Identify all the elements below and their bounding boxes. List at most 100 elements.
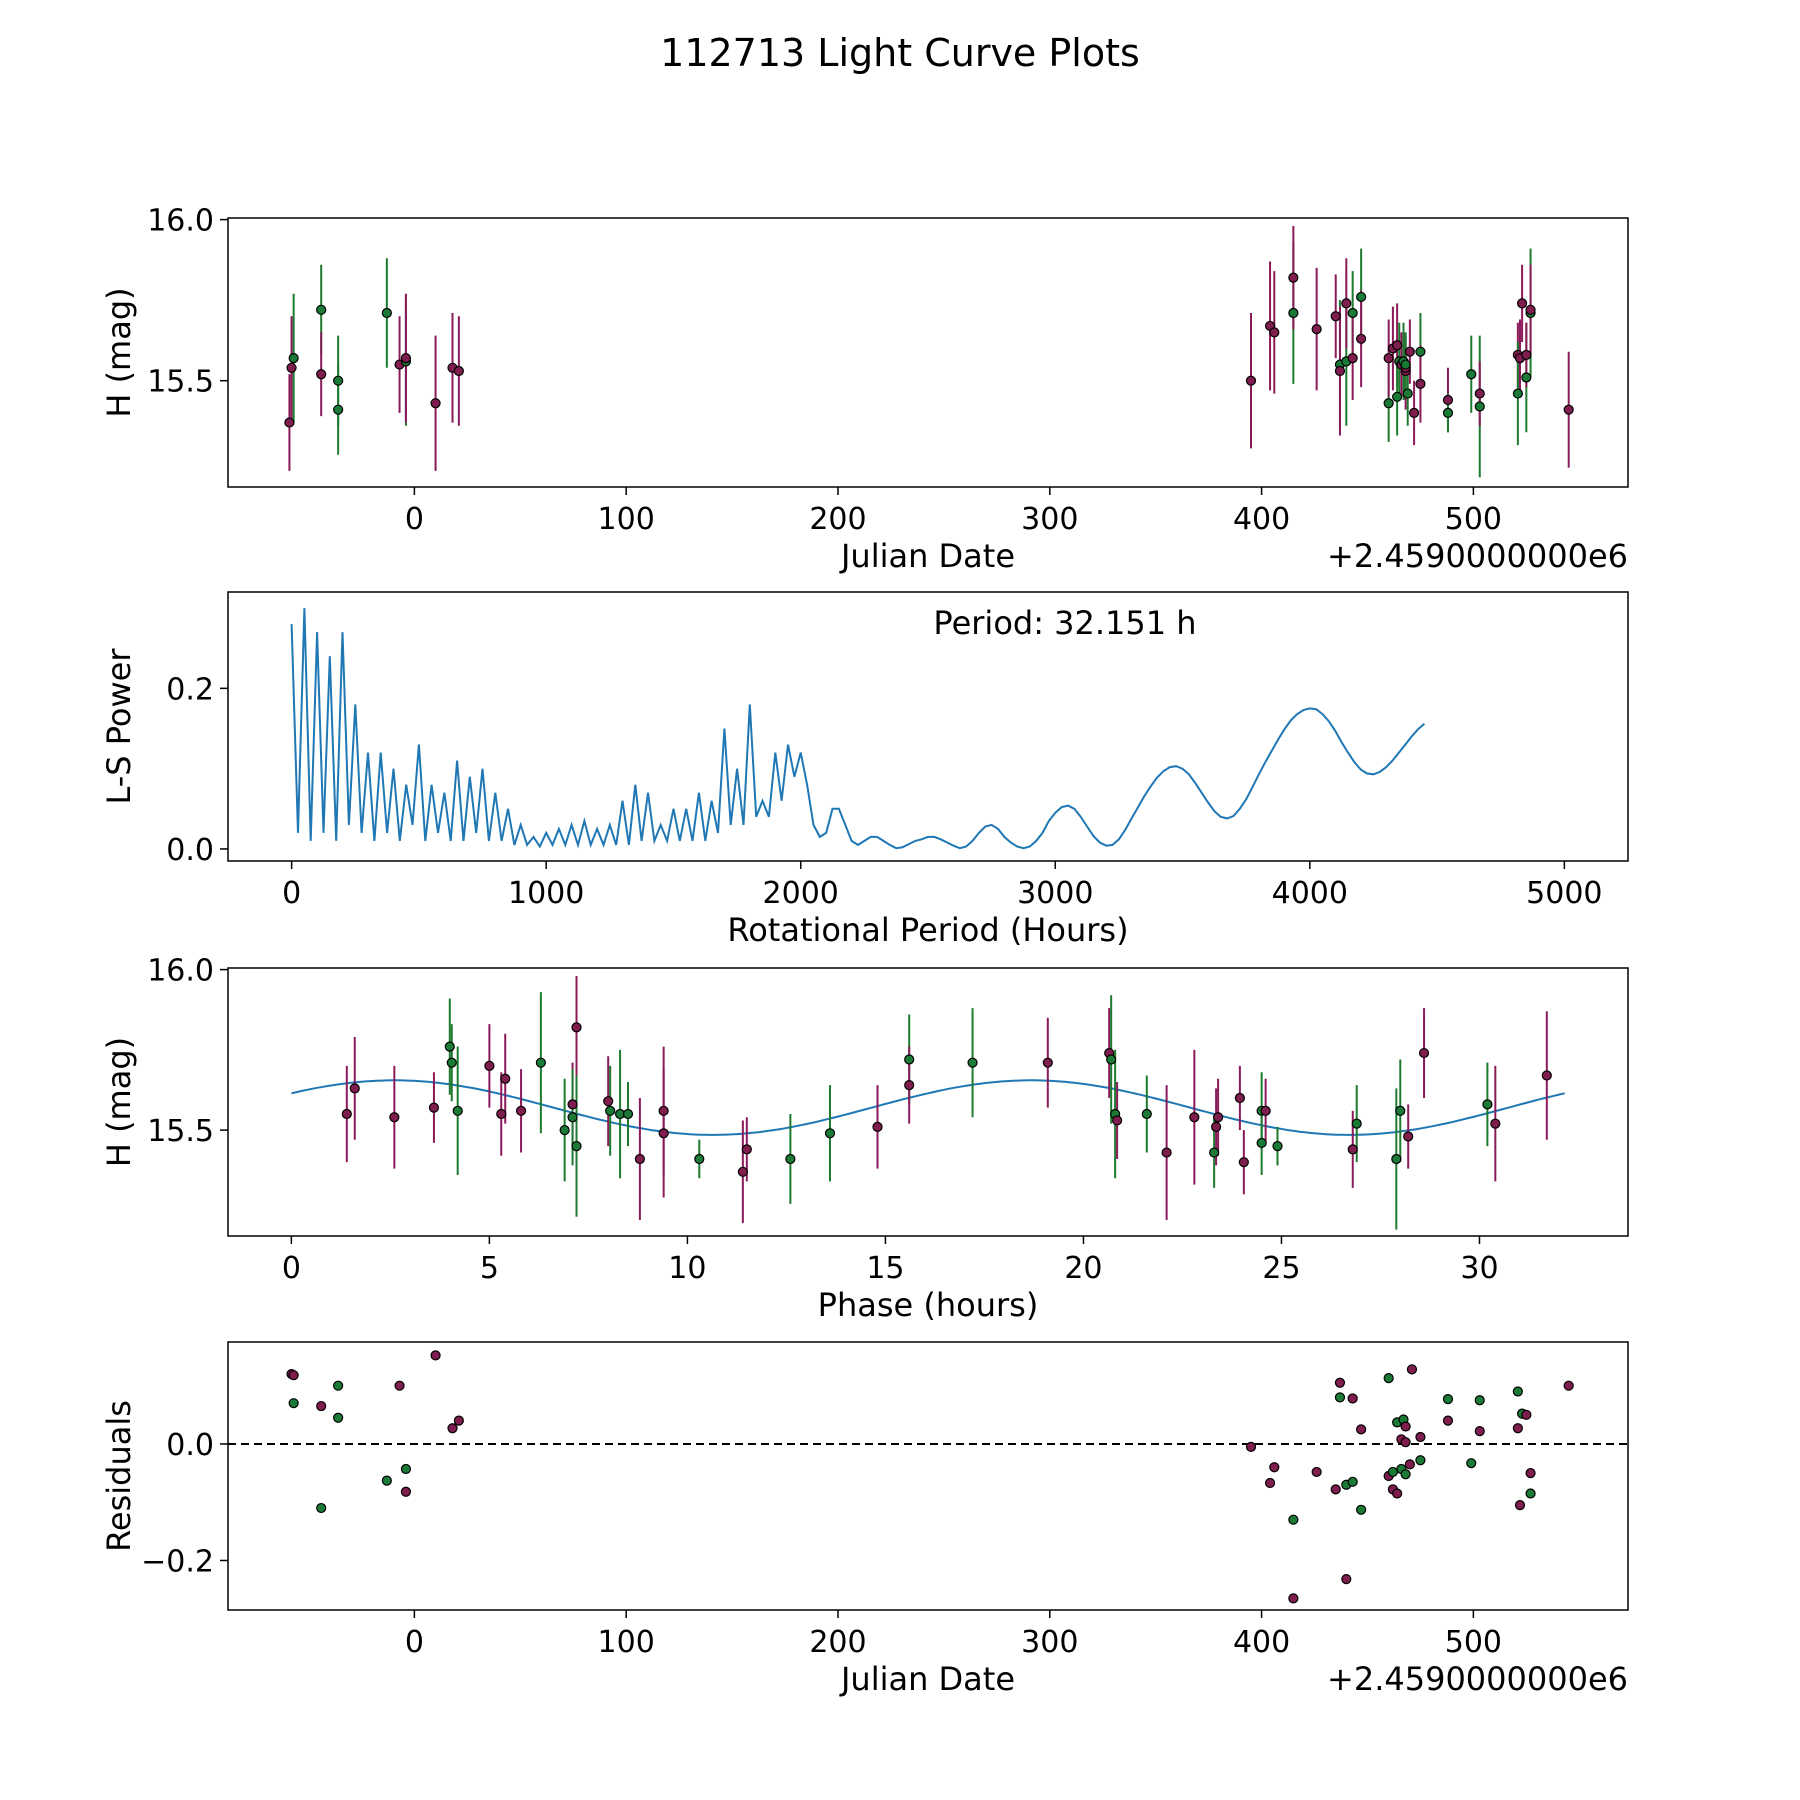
data-point-red (428, 1102, 440, 1113)
data-point-red (1245, 375, 1257, 386)
data-point-red (316, 1400, 327, 1412)
y-axis-label: L-S Power (100, 648, 138, 805)
data-point-red (1490, 1118, 1501, 1129)
data-point-green (1415, 1455, 1426, 1466)
data-point-red (1400, 1421, 1411, 1432)
data-point-red (1415, 378, 1426, 390)
data-point-green (1400, 359, 1411, 370)
x-tick-label: 30 (1460, 1251, 1498, 1286)
data-point-red (1330, 311, 1341, 322)
data-point-red (1042, 1057, 1053, 1068)
x-tick-label: 5000 (1526, 876, 1602, 911)
data-point-red (603, 1096, 614, 1107)
data-point-green (1351, 1118, 1362, 1129)
y-axis-label: H (mag) (100, 1037, 138, 1167)
x-tick-label: 400 (1233, 1625, 1290, 1660)
figure-title: 112713 Light Curve Plots (660, 31, 1140, 75)
data-point-green (1392, 391, 1403, 402)
data-point-green (1141, 1108, 1152, 1120)
data-point-red (394, 1380, 405, 1391)
data-point-red (400, 353, 412, 364)
data-point-red (286, 362, 297, 373)
data-point-green (567, 1112, 578, 1123)
x-axis-label: Julian Date (839, 1660, 1015, 1698)
data-point-red (1514, 1500, 1526, 1511)
data-point-green (333, 1380, 344, 1391)
x-tick-label: 300 (1021, 502, 1078, 537)
x-offset-text: +2.4590000000e6 (1327, 1660, 1628, 1698)
periodogram-line (290, 608, 1426, 850)
data-point-red (284, 417, 295, 428)
data-point-red (453, 365, 464, 377)
data-point-red (1400, 1437, 1411, 1448)
data-point-green (1415, 346, 1426, 357)
data-point-green (333, 1412, 344, 1423)
data-point-green (1256, 1137, 1267, 1149)
x-tick-label: 5 (480, 1251, 499, 1286)
data-point-green (694, 1153, 705, 1165)
data-point-green (452, 1105, 463, 1116)
data-point-red (1474, 1426, 1485, 1437)
data-point-red (1347, 1393, 1358, 1404)
x-tick-label: 500 (1445, 502, 1502, 537)
lightcurve-panel: 0 100 200 300 400 500 16.0 15.5 Julian Date H (ma… (100, 204, 1629, 575)
data-point-green (1395, 1105, 1406, 1116)
x-tick-label: 500 (1445, 1625, 1502, 1660)
x-axis-label: Julian Date (839, 537, 1015, 575)
data-point-green (1334, 1392, 1346, 1403)
data-point-green (535, 1057, 546, 1068)
y-tick-label: −0.2 (141, 1544, 214, 1579)
data-point-green (288, 1398, 299, 1409)
data-point-green (381, 1475, 392, 1486)
data-point-green (316, 1502, 327, 1514)
x-tick-label: 0 (282, 1251, 301, 1286)
data-point-red (1418, 1047, 1430, 1059)
x-tick-label: 3000 (1017, 876, 1093, 911)
x-axis-label: Rotational Period (Hours) (727, 911, 1128, 949)
data-point-red (1404, 1459, 1415, 1470)
period-annotation: Period: 32.151 h (933, 604, 1196, 642)
data-point-green (1288, 307, 1299, 319)
data-point-red (634, 1153, 645, 1165)
data-point-green (444, 1041, 455, 1052)
data-point-red (1311, 324, 1322, 335)
x-tick-label: 1000 (508, 876, 584, 911)
data-point-red (400, 1486, 412, 1497)
plot-frame (227, 967, 1629, 1237)
data-point-red (288, 1370, 299, 1381)
data-point-green (333, 375, 344, 386)
data-point-green (1512, 1386, 1523, 1397)
residuals-panel: 0 100 200 300 400 500 0.0 −0.2 Julian Date Residu… (100, 1341, 1629, 1698)
data-point-green (1525, 1488, 1536, 1499)
data-point-red (1334, 1377, 1346, 1388)
data-point-red (1260, 1105, 1271, 1116)
data-point-green (1347, 1476, 1358, 1487)
data-point-red (1516, 298, 1528, 309)
data-point-red (1474, 388, 1485, 399)
y-axis-label: Residuals (100, 1400, 138, 1552)
x-tick-label: 100 (598, 502, 655, 537)
x-tick-label: 4000 (1272, 876, 1348, 911)
data-point-red (1404, 346, 1415, 357)
data-point-green (1387, 1466, 1399, 1478)
data-point-green (824, 1128, 836, 1139)
data-point-red (1212, 1112, 1224, 1123)
data-point-red (515, 1105, 527, 1116)
x-tick-label: 20 (1064, 1251, 1102, 1286)
data-point-red (741, 1144, 752, 1155)
data-point-red (430, 398, 441, 409)
data-point-red (658, 1105, 669, 1116)
data-point-red (1356, 1424, 1367, 1435)
data-point-green (785, 1153, 796, 1165)
x-tick-label: 25 (1262, 1251, 1300, 1286)
data-point-green (1356, 1504, 1367, 1515)
data-point-red (1189, 1112, 1200, 1123)
data-point-red (567, 1099, 578, 1110)
x-tick-label: 200 (809, 1625, 866, 1660)
data-point-green (400, 1463, 412, 1475)
y-axis-label: H (mag) (100, 287, 138, 417)
data-point-green (559, 1124, 570, 1136)
data-point-red (1408, 407, 1420, 419)
data-point-green (605, 1105, 616, 1116)
